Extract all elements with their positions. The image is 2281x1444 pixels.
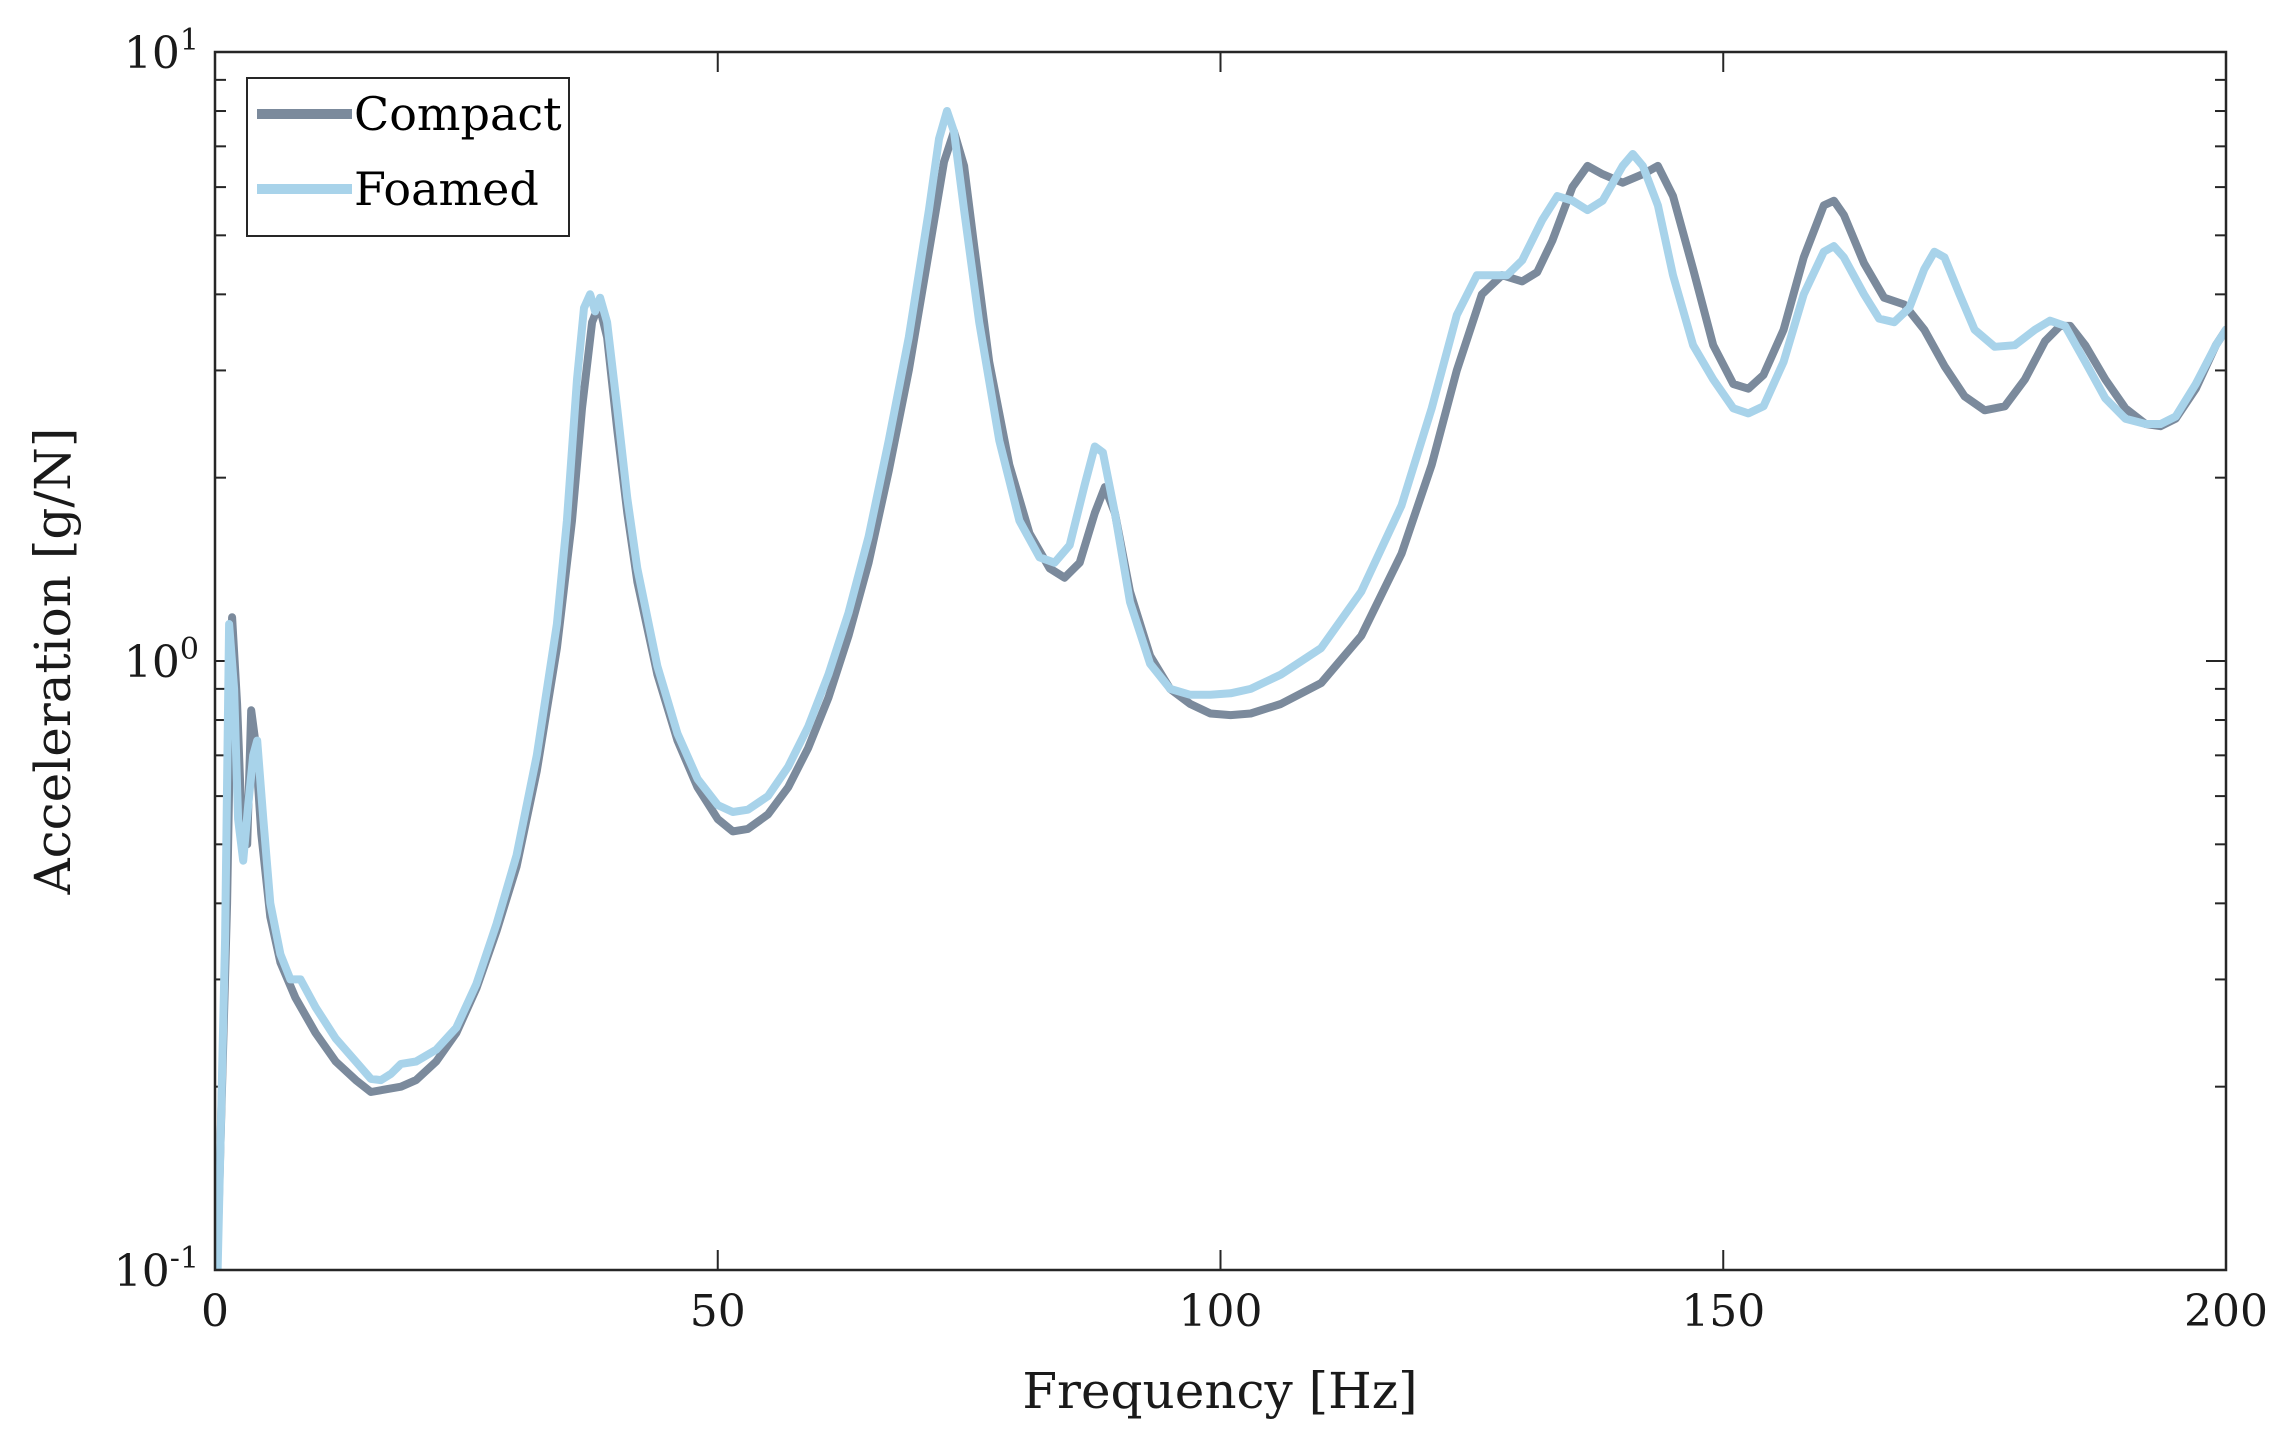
x-axis-label: Frequency [Hz] <box>1022 1362 1417 1420</box>
plot-frame <box>213 50 2228 1272</box>
tick-labels-layer: 0 50 100 150 200 10-1 100 101 <box>114 23 2268 1337</box>
y-tick-label: 101 <box>124 23 199 79</box>
x-tick-label: 200 <box>2184 1286 2268 1337</box>
legend-label-compact: Compact <box>354 87 562 141</box>
legend-label-foamed: Foamed <box>354 162 539 216</box>
series-line-compact <box>215 127 2226 1270</box>
y-tick-label: 10-1 <box>114 1241 199 1297</box>
x-tick-label: 100 <box>1179 1286 1263 1337</box>
y-axis-label: Acceleration [g/N] <box>24 428 82 896</box>
x-tick-label: 50 <box>690 1286 746 1337</box>
legend: Compact Foamed <box>246 77 570 237</box>
x-tick-label: 150 <box>1681 1286 1765 1337</box>
x-tick-label: 0 <box>201 1286 229 1337</box>
y-tick-label: 100 <box>124 632 199 688</box>
series-layer <box>215 107 2226 1270</box>
series-line-foamed <box>215 107 2226 1270</box>
legend-box <box>246 77 570 237</box>
